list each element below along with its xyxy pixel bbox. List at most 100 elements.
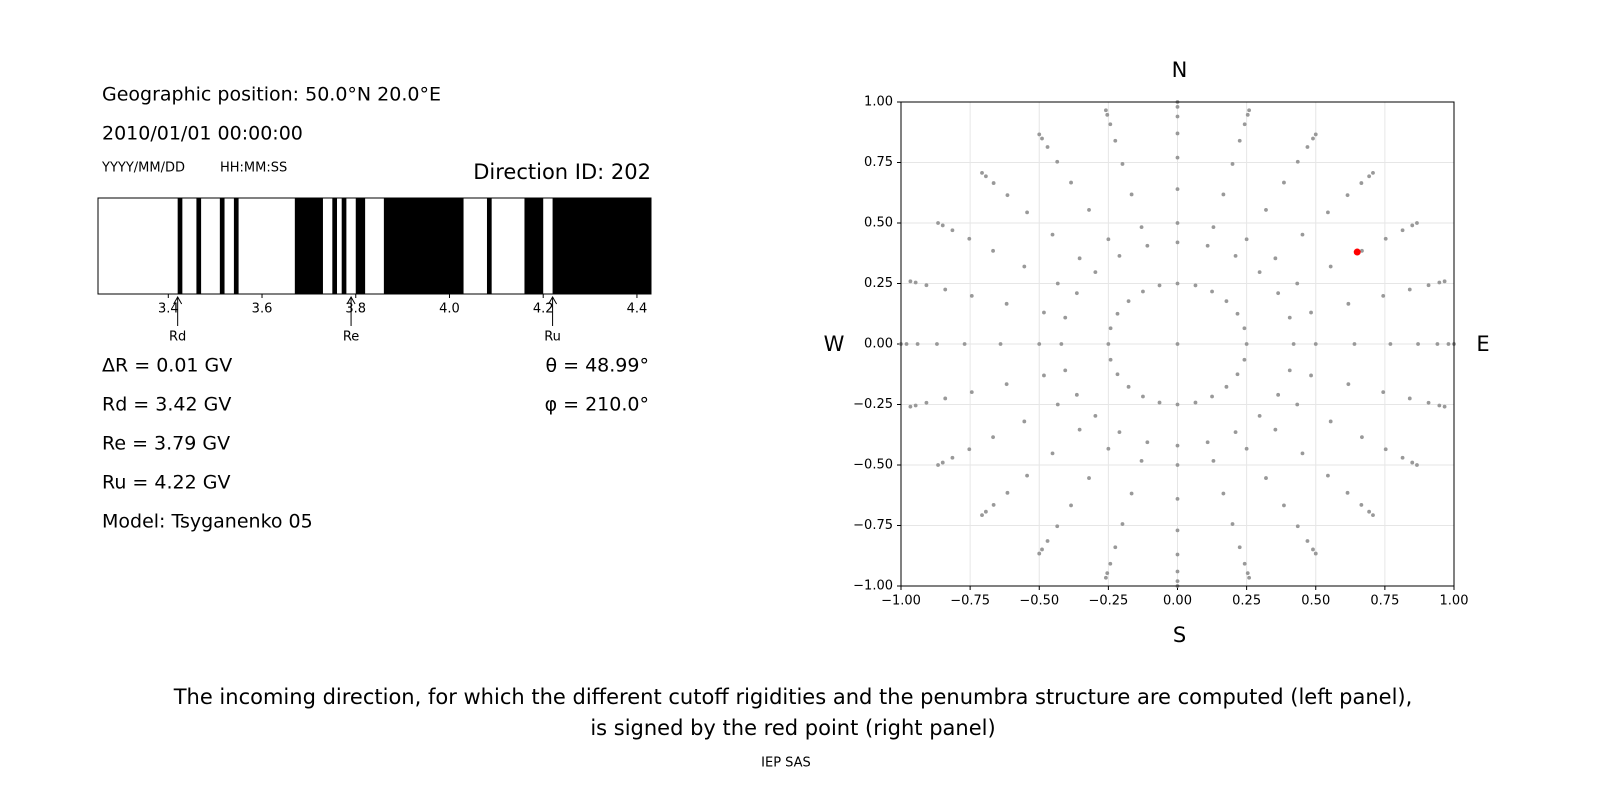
direction-point	[1446, 342, 1451, 346]
direction-point	[1005, 490, 1010, 495]
direction-point	[1055, 402, 1060, 407]
direction-point	[1069, 180, 1073, 185]
direction-point	[1175, 187, 1180, 192]
direction-point	[1175, 528, 1180, 533]
direction-point	[1435, 342, 1440, 346]
direction-point	[1205, 440, 1210, 445]
direction-point	[1022, 419, 1027, 424]
y-tick-label: −0.50	[853, 458, 893, 473]
forbidden-band	[332, 198, 338, 294]
rigidity-label: Rd	[169, 330, 186, 345]
direction-point	[1042, 310, 1046, 315]
direction-point	[1050, 451, 1055, 456]
direction-point	[1291, 342, 1296, 346]
forbidden-band	[486, 198, 492, 294]
caption-line: is signed by the red point (right panel)	[590, 716, 995, 740]
direction-point	[991, 248, 995, 253]
direction-point	[1120, 162, 1125, 166]
direction-point	[1247, 108, 1252, 113]
direction-point	[1407, 396, 1412, 401]
direction-point	[1437, 280, 1442, 285]
direction-id: Direction ID: 202	[473, 160, 651, 184]
direction-point	[1074, 392, 1079, 397]
direction-point	[1210, 289, 1214, 294]
direction-point	[1442, 404, 1447, 409]
direction-point	[1108, 122, 1113, 127]
direction-point	[1126, 384, 1131, 389]
direction-point	[1126, 299, 1131, 304]
direction-point	[950, 455, 955, 460]
forbidden-band	[355, 198, 366, 294]
direction-point	[1346, 301, 1351, 306]
direction-point	[1145, 243, 1150, 248]
direction-point	[1381, 390, 1386, 395]
direction-point	[908, 279, 913, 284]
direction-point	[1295, 281, 1300, 286]
direction-point	[980, 171, 984, 175]
direction-point	[1005, 193, 1010, 198]
direction-point	[1063, 368, 1068, 373]
direction-point	[1175, 402, 1180, 407]
direction-point	[1175, 552, 1180, 557]
direction-point	[1242, 357, 1247, 362]
direction-point	[1175, 114, 1180, 119]
y-tick-label: 0.50	[864, 216, 893, 231]
forbidden-band	[196, 198, 202, 294]
direction-point	[1157, 400, 1162, 405]
direction-point	[1145, 440, 1150, 445]
direction-point	[924, 400, 929, 405]
direction-point	[924, 283, 929, 288]
direction-point	[1305, 145, 1310, 149]
direction-point	[1305, 539, 1310, 543]
direction-point	[1045, 539, 1050, 543]
direction-point	[1211, 458, 1216, 463]
direction-point	[1175, 104, 1180, 109]
direction-point	[1129, 192, 1134, 197]
direction-point	[1141, 394, 1145, 399]
direction-point	[969, 293, 974, 298]
direction-point	[1295, 159, 1300, 164]
direction-point	[1300, 232, 1305, 237]
direction-point	[1211, 225, 1216, 230]
direction-point	[950, 228, 955, 233]
footer: IEP SAS	[761, 756, 811, 771]
direction-point	[1105, 112, 1110, 117]
direction-point	[1309, 373, 1313, 378]
direction-point	[1244, 237, 1249, 242]
direction-point	[1295, 402, 1300, 407]
direction-point	[1108, 357, 1113, 362]
direction-point	[1235, 311, 1240, 316]
direction-point	[1426, 283, 1431, 288]
direction-point	[1221, 192, 1226, 197]
direction-point	[1273, 256, 1278, 261]
y-tick-label: −0.75	[853, 518, 893, 533]
rigidity-label: Ru	[544, 330, 561, 345]
direction-point	[1287, 315, 1292, 320]
direction-point	[1410, 460, 1415, 465]
direction-point	[1313, 132, 1318, 137]
direction-point	[1055, 159, 1060, 164]
direction-point	[1371, 171, 1375, 175]
direction-point	[1257, 270, 1262, 275]
x-tick-label: 0.50	[1301, 594, 1330, 609]
direction-point	[1326, 210, 1330, 215]
direction-point	[904, 342, 909, 346]
direction-point	[1282, 180, 1286, 185]
direction-point	[1175, 496, 1180, 501]
x-tick-label: 3.6	[252, 302, 273, 317]
direction-point	[943, 287, 948, 292]
direction-point	[1426, 400, 1431, 405]
direction-point	[1113, 138, 1118, 143]
direction-point	[1367, 174, 1372, 179]
direction-point	[915, 342, 920, 346]
direction-point	[969, 390, 974, 395]
direction-point	[913, 280, 918, 285]
readout: Ru = 4.22 GV	[102, 472, 230, 494]
direction-point	[967, 447, 972, 452]
direction-point	[1025, 473, 1029, 478]
direction-point	[991, 435, 995, 440]
direction-point	[1230, 162, 1235, 166]
direction-point	[1233, 254, 1238, 258]
direction-point	[1050, 232, 1055, 237]
